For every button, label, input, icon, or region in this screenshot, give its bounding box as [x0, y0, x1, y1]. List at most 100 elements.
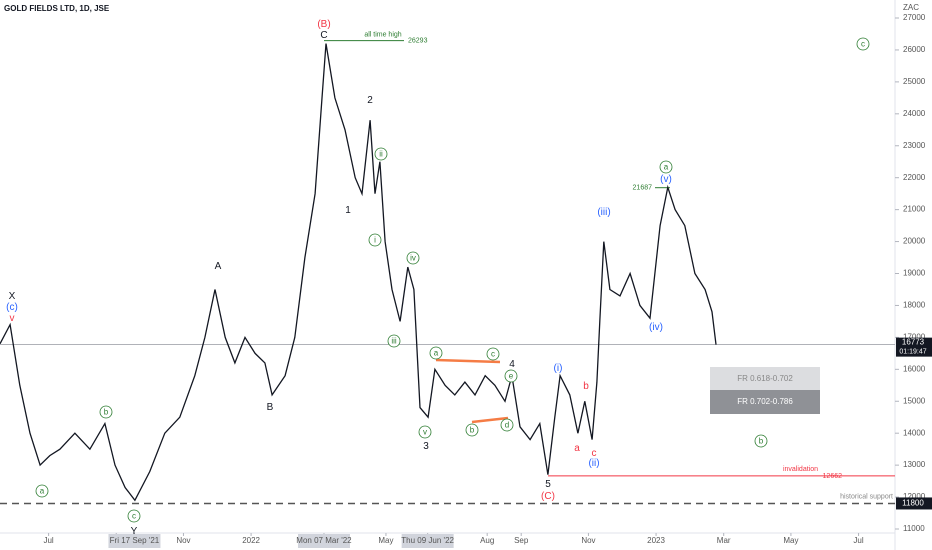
chart-title: GOLD FIELDS LTD, 1D, JSE [4, 4, 110, 13]
y-tick-label: 18000 [903, 301, 926, 310]
wave-circle [500, 418, 514, 432]
y-tick-label: 21000 [903, 205, 926, 214]
wave-circle [35, 484, 49, 498]
wave-label: b [470, 426, 475, 435]
x-tick-label: Thu 09 Jun '22 [401, 536, 454, 545]
x-tick-highlight [401, 534, 454, 548]
wave-label: c [592, 448, 597, 459]
x-tick-label: 2022 [242, 536, 260, 545]
y-tick-label: 19000 [903, 269, 926, 278]
wave-label: b [104, 408, 109, 417]
wave-label: (c) [6, 302, 18, 313]
wave-label: e [509, 372, 514, 381]
price-tag-label: 16773 [902, 338, 925, 347]
wave-label: c [491, 350, 495, 359]
wave-label: X [9, 291, 16, 302]
wave-circle [659, 160, 673, 174]
countdown-label: 01:19:47 [899, 348, 926, 355]
y-tick-label: 15000 [903, 396, 926, 405]
y-tick-label: 20000 [903, 237, 926, 246]
wave-label: 2 [367, 95, 373, 106]
x-tick-label: Jul [853, 536, 863, 545]
wave-label: 1 [345, 205, 351, 216]
wave-high-label: 21687 [633, 185, 653, 192]
wave-label: (i) [554, 363, 563, 374]
wave-circle [127, 509, 141, 523]
wave-label: (ii) [588, 458, 599, 469]
wave-circle [368, 233, 382, 247]
x-tick-label: Aug [480, 536, 494, 545]
wave-circle [406, 251, 420, 265]
wave-label: v [10, 313, 15, 324]
y-tick-label: 24000 [903, 109, 926, 118]
x-tick-label: Nov [176, 536, 190, 545]
fib-zone-dark [710, 390, 820, 414]
wave-label: iv [410, 254, 416, 263]
wave-circle [418, 425, 432, 439]
wave-label: (C) [541, 491, 555, 502]
y-axis-label: ZAC [903, 3, 919, 12]
x-tick-label: Fri 17 Sep '21 [110, 536, 160, 545]
x-tick-label: May [783, 536, 798, 545]
wave-label: (iii) [597, 207, 610, 218]
wave-label: (B) [317, 19, 330, 30]
y-tick-label: 23000 [903, 141, 926, 150]
wave-label: i [374, 236, 376, 245]
level-value: 26293 [408, 37, 428, 44]
wave-label: a [434, 349, 439, 358]
fib-zone-label: FR 0.618-0.702 [737, 374, 793, 383]
wave-label: 5 [545, 479, 551, 490]
wave-label: a [40, 487, 45, 496]
x-tick-label: Sep [514, 536, 529, 545]
wave-circle [856, 37, 870, 51]
level-name: historical support [840, 493, 893, 500]
y-tick-label: 16000 [903, 364, 926, 373]
price-tag [896, 497, 932, 510]
wave-circle [387, 334, 401, 348]
y-tick-label: 25000 [903, 77, 926, 86]
triangle-line [471, 416, 509, 424]
level-name: invalidation [783, 466, 818, 473]
y-tick-label: 27000 [903, 13, 926, 22]
wave-label: iii [391, 337, 397, 346]
level-value: 12662 [823, 473, 843, 480]
wave-label: ii [379, 150, 383, 159]
y-tick-label: 11000 [903, 524, 925, 533]
wave-circle [374, 147, 388, 161]
wave-label: C [320, 30, 327, 41]
y-tick-label: 17000 [903, 332, 926, 341]
level-name: all time high [364, 31, 401, 38]
fib-zone-light [710, 367, 820, 390]
wave-label: B [267, 402, 274, 413]
wave-label: (iv) [649, 322, 663, 333]
x-tick-highlight [297, 534, 350, 548]
wave-label: c [861, 40, 865, 49]
price-tag [896, 337, 932, 357]
y-tick-label: 13000 [903, 460, 926, 469]
x-tick-label: Nov [581, 536, 595, 545]
wave-label: b [759, 437, 764, 446]
x-tick-label: May [378, 536, 393, 545]
price-tag-label: 11800 [902, 499, 924, 508]
x-tick-highlight [108, 534, 161, 548]
triangle-line [435, 358, 501, 364]
wave-circle [504, 369, 518, 383]
wave-label: c [132, 512, 136, 521]
wave-circle [754, 434, 768, 448]
y-tick-label: 22000 [903, 173, 926, 182]
price-line [0, 43, 717, 502]
wave-label: d [505, 421, 509, 430]
x-tick-label: Jul [43, 536, 53, 545]
x-tick-label: 2023 [647, 536, 665, 545]
wave-circle [486, 347, 500, 361]
wave-label: Y [131, 526, 138, 537]
wave-label: b [583, 381, 589, 392]
wave-label: 3 [423, 441, 429, 452]
x-tick-label: Mar [717, 536, 731, 545]
wave-label: A [215, 261, 222, 272]
y-tick-label: 12000 [903, 492, 926, 501]
wave-circle [99, 405, 113, 419]
wave-label: (v) [660, 174, 672, 185]
wave-label: 4 [509, 359, 515, 370]
